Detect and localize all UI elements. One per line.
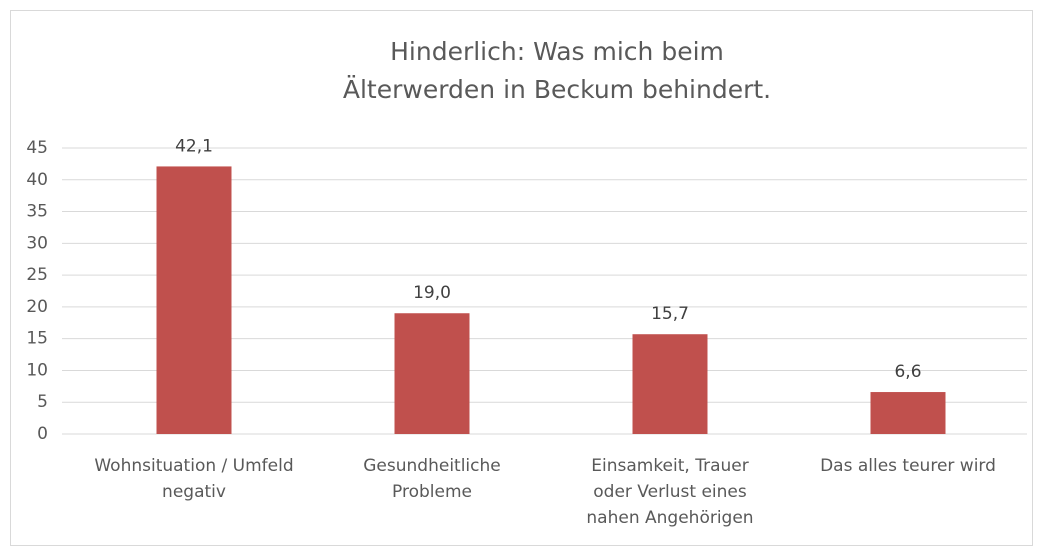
x-tick-label: Gesundheitliche Probleme xyxy=(363,456,501,502)
y-tick-label: 35 xyxy=(26,202,48,222)
y-tick-label: 30 xyxy=(26,233,48,253)
y-tick-label: 45 xyxy=(26,138,48,158)
y-tick-label: 10 xyxy=(26,360,48,380)
bar xyxy=(632,334,708,434)
chart-title: Hinderlich: Was mich beim xyxy=(390,37,724,66)
x-tick-label-box: Gesundheitliche Probleme xyxy=(363,456,501,502)
x-tick-label: Das alles teurer wird xyxy=(820,456,996,476)
bar xyxy=(870,392,946,434)
y-tick-label: 15 xyxy=(26,329,48,349)
y-tick-label: 25 xyxy=(26,265,48,285)
y-tick-label: 0 xyxy=(37,424,48,444)
data-label: 6,6 xyxy=(894,362,921,382)
x-tick-label-box: Einsamkeit, Trauer oder Verlust eines na… xyxy=(586,456,754,528)
x-tick-label: Einsamkeit, Trauer oder Verlust eines na… xyxy=(586,456,754,528)
data-label: 42,1 xyxy=(175,136,213,156)
y-tick-label: 20 xyxy=(26,297,48,317)
chart-title: Älterwerden in Beckum behindert. xyxy=(343,75,771,104)
x-tick-label: Wohnsituation / Umfeld negativ xyxy=(94,456,294,502)
x-tick-label-box: Wohnsituation / Umfeld negativ xyxy=(94,456,294,502)
bar xyxy=(156,166,232,435)
y-tick-label: 5 xyxy=(37,392,48,412)
data-label: 15,7 xyxy=(651,304,689,324)
bar xyxy=(394,313,470,434)
data-label: 19,0 xyxy=(413,283,451,303)
y-tick-label: 40 xyxy=(26,170,48,190)
x-tick-label-box: Das alles teurer wird xyxy=(820,456,996,476)
